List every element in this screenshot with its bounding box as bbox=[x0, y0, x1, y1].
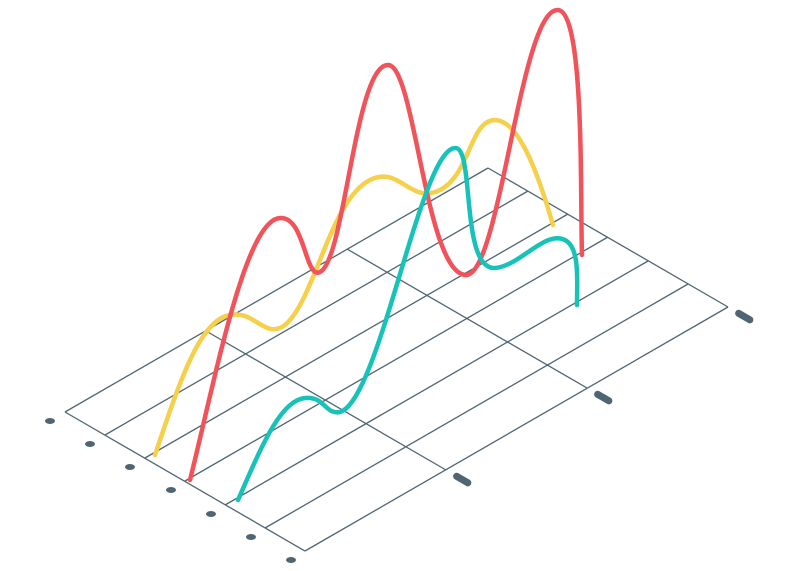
tick-dot bbox=[206, 511, 216, 517]
grid-line bbox=[487, 167, 729, 308]
grid-line bbox=[205, 330, 447, 471]
tick-dot bbox=[286, 557, 296, 563]
tick-dot bbox=[166, 487, 176, 493]
tick-dots bbox=[45, 309, 754, 563]
yellow-curve bbox=[152, 117, 556, 458]
tick-dash bbox=[453, 472, 472, 487]
grid-line bbox=[184, 236, 609, 482]
tick-dot bbox=[45, 418, 55, 424]
tick-dot bbox=[85, 441, 95, 447]
tick-dash bbox=[594, 390, 613, 405]
grid-line bbox=[224, 260, 649, 506]
grid bbox=[64, 167, 729, 552]
grid-line bbox=[264, 283, 689, 529]
grid-line bbox=[64, 411, 306, 552]
tick-dot bbox=[125, 464, 135, 470]
teal-curve bbox=[235, 145, 580, 503]
grid-line bbox=[144, 213, 569, 459]
red-curve bbox=[187, 7, 585, 483]
grid-line bbox=[346, 248, 588, 389]
grid-line bbox=[304, 306, 729, 552]
grid-line bbox=[64, 167, 489, 413]
tick-dash bbox=[735, 309, 754, 324]
tick-dot bbox=[246, 534, 256, 540]
